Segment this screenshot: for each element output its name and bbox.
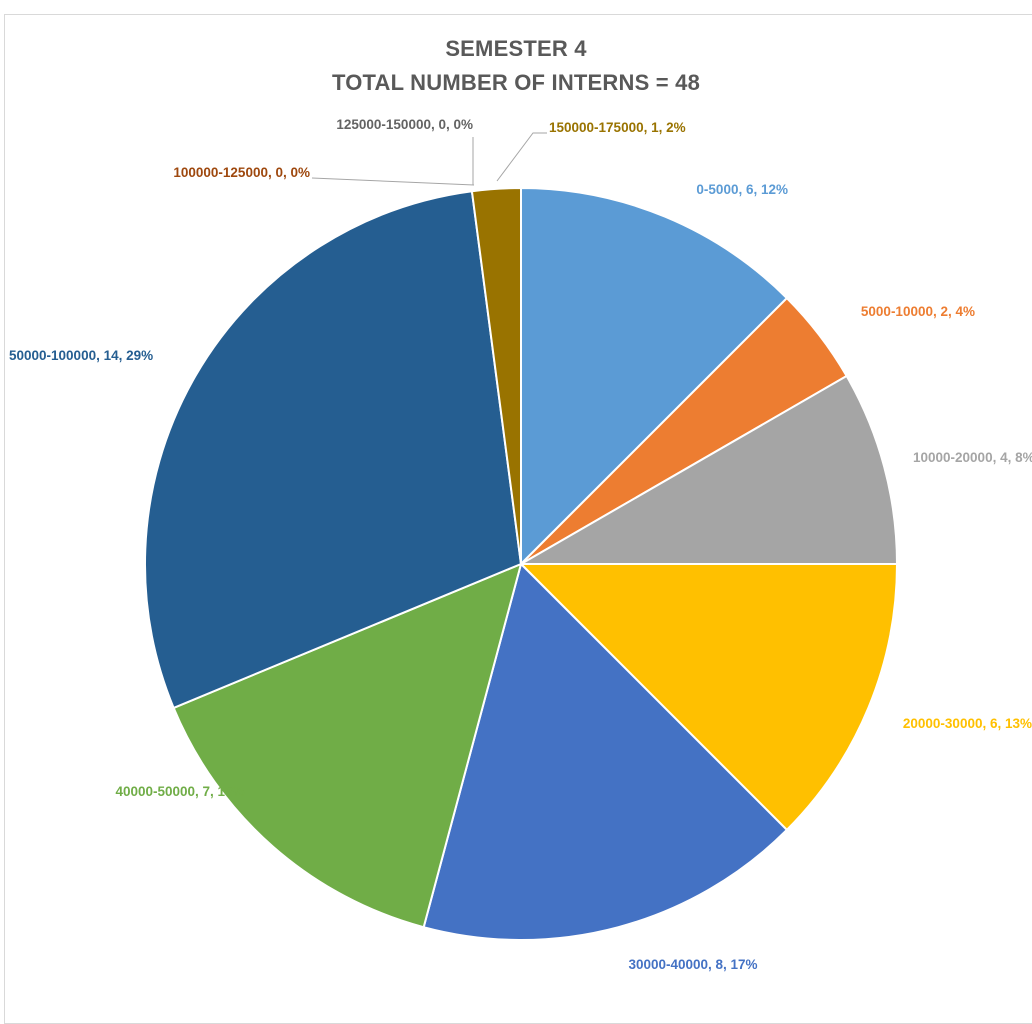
pie-slice-20000-30000 <box>518 563 899 832</box>
pie-slice-30000-40000 <box>422 562 789 941</box>
data-label-150000-175000: 150000-175000, 1, 2% <box>549 120 686 135</box>
data-label-40000-50000: 40000-50000, 7, 15% <box>115 784 244 799</box>
data-label-5000-10000: 5000-10000, 2, 4% <box>861 304 975 319</box>
chart-subtitle: TOTAL NUMBER OF INTERNS = 48 <box>331 70 701 95</box>
data-label-100000-125000: 100000-125000, 0, 0% <box>173 165 310 180</box>
data-label-10000-20000: 10000-20000, 4, 8% <box>913 450 1032 465</box>
leader-lines <box>311 132 547 186</box>
chart-title: SEMESTER 4 <box>445 36 587 61</box>
pie-slice-10000-20000 <box>517 374 899 565</box>
data-label-125000-150000: 125000-150000, 0, 0% <box>336 117 473 132</box>
pie-slice-40000-50000 <box>172 562 523 929</box>
pie-slice-0-5000 <box>520 186 789 567</box>
data-labels: 0-5000, 6, 12% 5000-10000, 2, 4% 10000-200… <box>9 117 1032 972</box>
pie-slice-50000-100000 <box>144 190 523 710</box>
pie-slices <box>144 186 899 941</box>
leader-line-150000-175000 <box>496 132 547 182</box>
data-label-30000-40000: 30000-40000, 8, 17% <box>628 957 757 972</box>
pie-slice-150000-175000 <box>470 186 522 565</box>
data-label-0-5000: 0-5000, 6, 12% <box>696 182 788 197</box>
data-label-20000-30000: 20000-30000, 6, 13% <box>903 716 1032 731</box>
data-label-50000-100000: 50000-100000, 14, 29% <box>9 348 153 363</box>
leader-line-100000-125000 <box>311 177 475 186</box>
